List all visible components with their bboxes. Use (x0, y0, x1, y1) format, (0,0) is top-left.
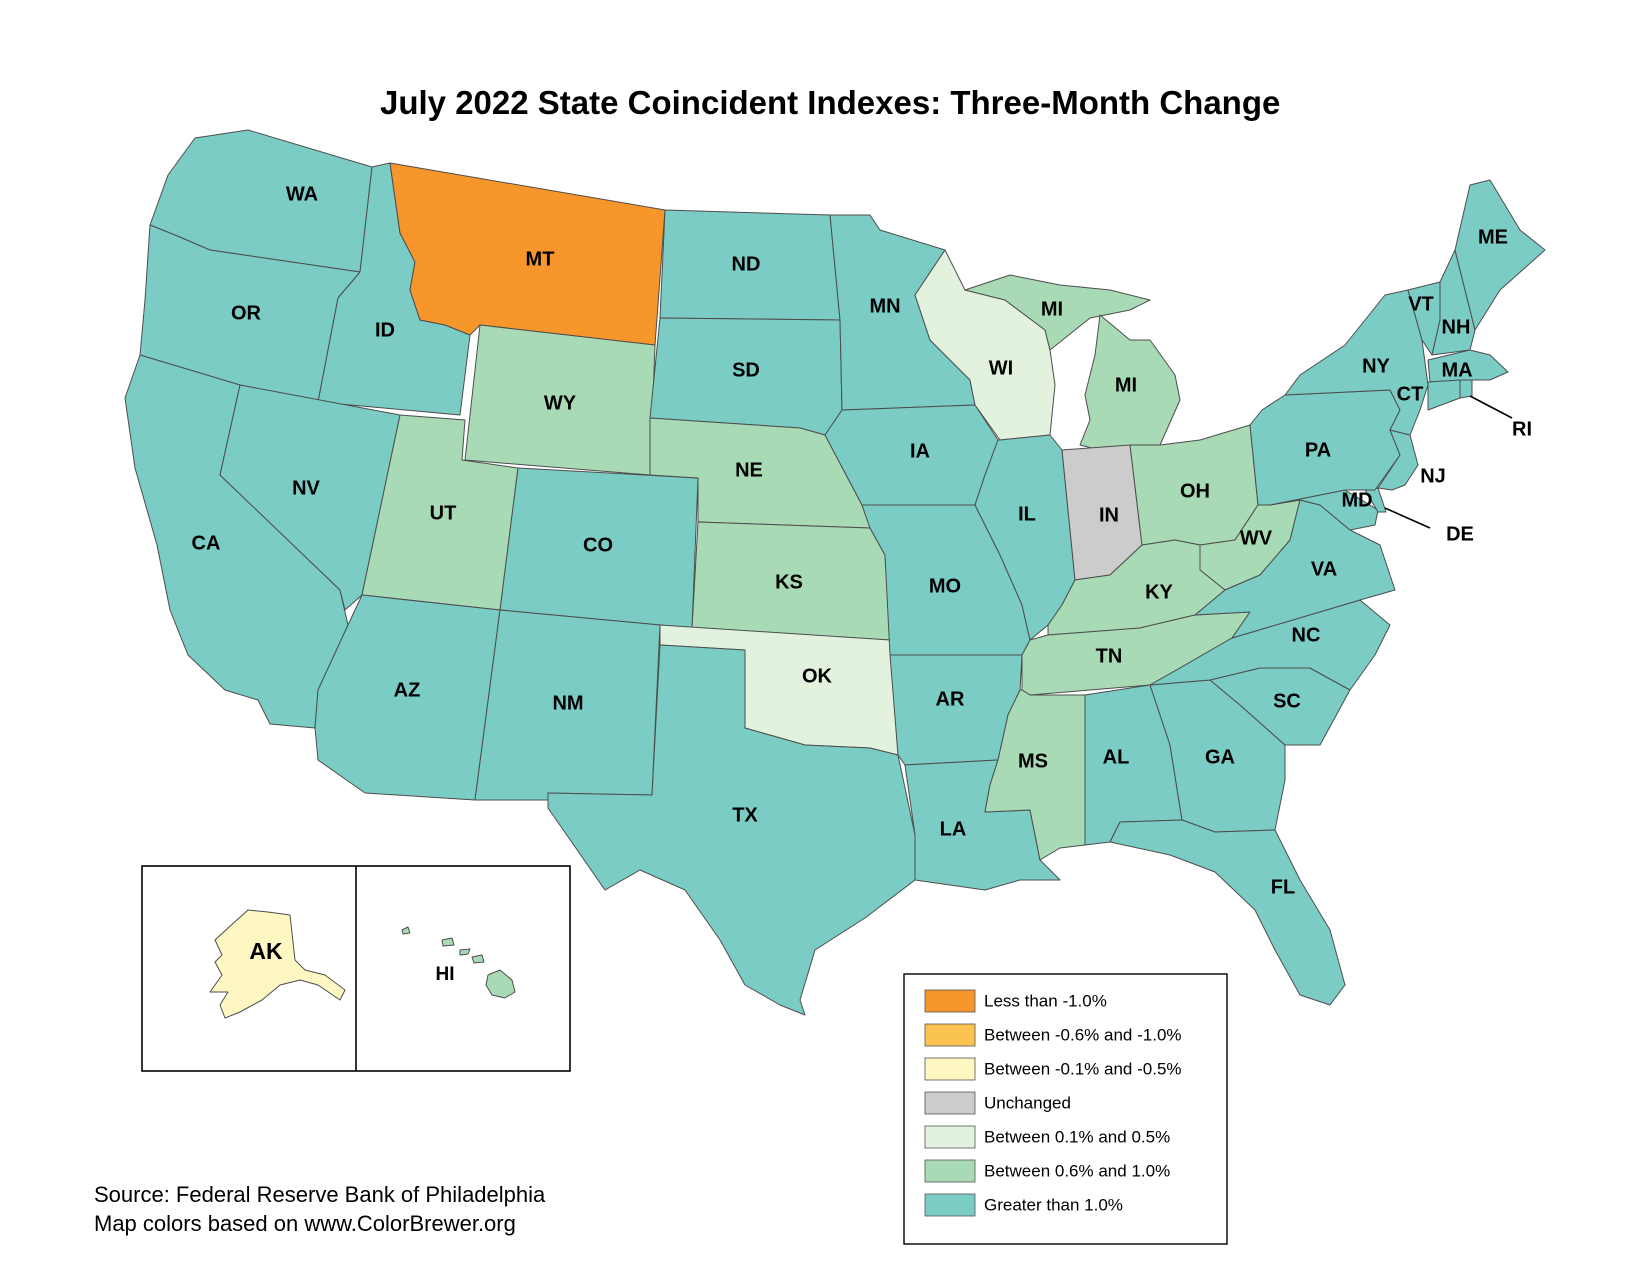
label-tn: TN (1096, 645, 1123, 667)
label-nc: NC (1292, 624, 1321, 646)
label-or: OR (231, 302, 262, 324)
label-va: VA (1311, 558, 1337, 580)
label-ms: MS (1018, 750, 1048, 772)
label-ia: IA (910, 440, 930, 462)
source-note: Source: Federal Reserve Bank of Philadel… (94, 1180, 545, 1238)
state-ct[interactable] (1427, 379, 1461, 411)
label-wi: WI (989, 357, 1013, 379)
legend-swatch-neg01_05 (924, 1057, 976, 1081)
label-ne: NE (735, 459, 763, 481)
state-nj[interactable] (1377, 429, 1419, 491)
leader-line-de (1384, 507, 1431, 529)
label-ga: GA (1205, 746, 1235, 768)
legend-label-pos01_05: Between 0.1% and 0.5% (984, 1127, 1170, 1146)
label-ky: KY (1145, 581, 1173, 603)
state-fl[interactable] (1109, 819, 1346, 1006)
label-fl: FL (1271, 876, 1295, 898)
label-wv: WV (1240, 527, 1273, 549)
label-hi: HI (436, 964, 455, 985)
source-line: Source: Federal Reserve Bank of Philadel… (94, 1182, 546, 1207)
label-la: LA (940, 818, 967, 840)
legend-label-unchanged: Unchanged (984, 1093, 1071, 1112)
legend-label-lt_neg1: Less than -1.0% (984, 991, 1107, 1010)
label-nj: NJ (1420, 465, 1446, 487)
label-co: CO (583, 534, 613, 556)
state-hi[interactable] (485, 969, 516, 999)
legend-label-neg06_10: Between -0.6% and -1.0% (984, 1025, 1182, 1044)
label-in: IN (1099, 504, 1119, 526)
legend-swatch-pos01_05 (924, 1125, 976, 1149)
label-wy: WY (544, 392, 577, 414)
states-layer (124, 129, 1546, 1016)
map-title: July 2022 State Coincident Indexes: Thre… (380, 84, 1281, 121)
state-ak[interactable] (209, 909, 346, 1019)
legend: Less than -1.0% Between -0.6% and -1.0% Be… (903, 973, 1228, 1245)
inset-box: AK HI (141, 865, 571, 1072)
label-ri: RI (1512, 418, 1532, 440)
label-al: AL (1103, 746, 1130, 768)
label-nm: NM (552, 692, 583, 714)
label-de: DE (1446, 523, 1474, 545)
label-ar: AR (936, 688, 965, 710)
label-sc: SC (1273, 690, 1301, 712)
label-mo: MO (929, 575, 961, 597)
label-nd: ND (732, 253, 761, 275)
label-tx: TX (732, 804, 758, 826)
label-mn: MN (869, 295, 900, 317)
label-ut: UT (430, 502, 457, 524)
legend-label-neg01_05: Between -0.1% and -0.5% (984, 1059, 1182, 1078)
label-az: AZ (394, 679, 421, 701)
legend-swatch-lt_neg1 (924, 989, 976, 1013)
label-id: ID (375, 319, 395, 341)
label-oh: OH (1180, 480, 1210, 502)
label-vt: VT (1408, 293, 1434, 315)
leader-lines (1384, 395, 1513, 529)
label-mi: MI (1115, 374, 1137, 396)
label-nh: NH (1442, 316, 1471, 338)
state-ri[interactable] (1459, 379, 1473, 399)
label-ca: CA (192, 532, 221, 554)
state-hi-islands[interactable] (401, 926, 485, 964)
legend-items: Less than -1.0% Between -0.6% and -1.0% Be… (924, 989, 1182, 1217)
state-mi-upper[interactable] (964, 274, 1151, 351)
label-md: MD (1341, 489, 1372, 511)
label-wa: WA (286, 183, 318, 205)
label-ks: KS (775, 571, 803, 593)
legend-swatch-unchanged (924, 1091, 976, 1115)
label-pa: PA (1305, 439, 1331, 461)
state-mt[interactable] (389, 162, 666, 346)
label-mi-upper: MI (1041, 298, 1063, 320)
state-tx[interactable] (547, 644, 916, 1016)
legend-swatch-neg06_10 (924, 1023, 976, 1047)
label-ok: OK (802, 665, 833, 687)
label-me: ME (1478, 226, 1508, 248)
label-sd: SD (732, 359, 760, 381)
leader-line-ri (1469, 395, 1513, 419)
legend-label-pos06_10: Between 0.6% and 1.0% (984, 1161, 1170, 1180)
label-mt: MT (526, 248, 555, 270)
label-ct: CT (1397, 383, 1424, 405)
colorbrewer-credit: Map colors based on www.ColorBrewer.org (94, 1211, 516, 1236)
legend-swatch-gt1 (924, 1193, 976, 1217)
label-ny: NY (1362, 355, 1390, 377)
label-ma: MA (1441, 359, 1472, 381)
label-nv: NV (292, 477, 320, 499)
label-ak: AK (249, 938, 283, 964)
state-labels: WA OR CA ID NV MT WY UT AZ CO NM ND SD N… (192, 183, 1532, 898)
label-il: IL (1018, 503, 1036, 525)
state-me[interactable] (1454, 179, 1546, 331)
legend-label-gt1: Greater than 1.0% (984, 1195, 1123, 1214)
legend-swatch-pos06_10 (924, 1159, 976, 1183)
